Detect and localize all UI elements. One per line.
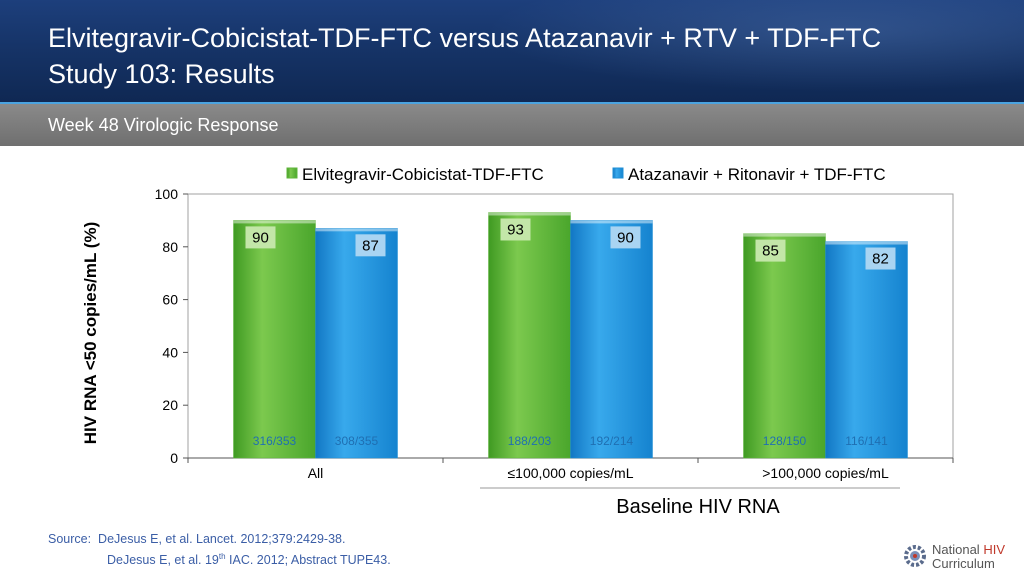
bar-top-highlight: [825, 241, 908, 245]
y-tick-label: 100: [155, 186, 179, 202]
slide-title-line1: Elvitegravir-Cobicistat-TDF-FTC versus A…: [48, 23, 882, 53]
value-label-box: [610, 226, 641, 249]
bar-top-highlight: [488, 212, 571, 216]
y-tick-label: 20: [162, 397, 178, 413]
legend-label: Atazanavir + Ritonavir + TDF-FTC: [628, 165, 886, 184]
bar: [570, 220, 653, 459]
bar-top-highlight: [315, 228, 398, 232]
y-tick-label: 40: [162, 344, 178, 360]
legend-swatch: [286, 167, 298, 179]
source-reference-1: DeJesus E, et al. Lancet. 2012;379:2429-…: [98, 532, 346, 546]
value-label: 87: [362, 237, 379, 254]
count-label: 192/214: [590, 434, 634, 448]
value-label: 82: [872, 251, 889, 268]
legend-swatch: [612, 167, 624, 179]
bar: [315, 228, 398, 459]
source-label: Source:: [48, 532, 92, 546]
bar: [233, 220, 316, 459]
value-label-box: [355, 234, 386, 257]
gear-logo-icon: [904, 545, 926, 567]
count-label: 188/203: [508, 434, 552, 448]
legend-label: Elvitegravir-Cobicistat-TDF-FTC: [302, 165, 544, 184]
title-bar: Elvitegravir-Cobicistat-TDF-FTC versus A…: [0, 0, 1024, 102]
y-tick-label: 60: [162, 292, 178, 308]
x-axis-title: Baseline HIV RNA: [616, 496, 780, 518]
y-tick-label: 80: [162, 239, 178, 255]
value-label: 85: [762, 243, 779, 260]
bar: [743, 233, 826, 459]
value-label: 90: [252, 229, 269, 246]
plot-area: 0 20 40 60 80 100 All 90 316/353 87 308/355 ≤100,00…: [155, 186, 954, 481]
source-citation: Source: DeJesus E, et al. Lancet. 2012;3…: [48, 530, 391, 569]
count-label: 128/150: [763, 434, 807, 448]
bar: [825, 241, 908, 459]
value-label-box: [245, 226, 276, 249]
bar-top-highlight: [233, 220, 316, 224]
x-tick-label: ≤100,000 copies/mL: [508, 465, 634, 481]
bar-top-highlight: [570, 220, 653, 224]
count-label: 316/353: [253, 434, 297, 448]
count-label: 116/141: [845, 434, 888, 448]
national-hiv-curriculum-logo: National HIV Curriculum: [902, 540, 1020, 572]
x-tick-label: >100,000 copies/mL: [762, 465, 889, 481]
x-tick-label: All: [308, 465, 324, 481]
subtitle-bar: Week 48 Virologic Response: [0, 104, 1024, 146]
title-sheen: [424, 0, 1024, 102]
value-label: 90: [617, 229, 634, 246]
chart-legend: Elvitegravir-Cobicistat-TDF-FTC Atazanavi…: [286, 165, 886, 184]
count-label: 308/355: [335, 434, 379, 448]
source-reference-2: DeJesus E, et al. 19th IAC. 2012; Abstra…: [107, 552, 391, 568]
value-label-box: [865, 247, 896, 270]
value-label: 93: [507, 221, 524, 238]
bar: [488, 212, 571, 459]
value-label-box: [755, 239, 786, 262]
title-divider: [0, 102, 1024, 104]
slide-title-line2: Study 103: Results: [48, 59, 275, 89]
value-label-box: [500, 218, 531, 241]
slide-subtitle: Week 48 Virologic Response: [48, 115, 279, 135]
y-tick-label: 0: [170, 450, 178, 466]
y-axis-label: HIV RNA <50 copies/mL (%): [81, 222, 100, 444]
bar-top-highlight: [743, 233, 826, 237]
